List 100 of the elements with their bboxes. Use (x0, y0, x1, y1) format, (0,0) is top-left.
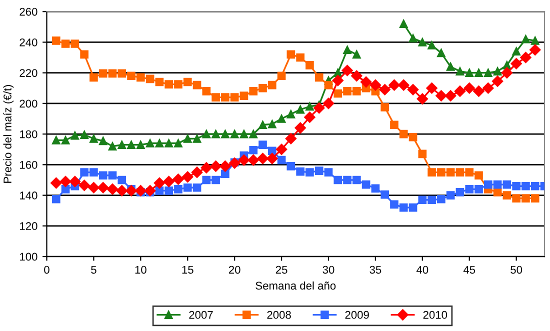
point (70, 131, 80, 140)
point (90, 134, 98, 143)
point (520, 52, 532, 64)
point (416, 93, 428, 104)
point (418, 196, 427, 204)
point (108, 69, 117, 78)
point (304, 112, 316, 123)
x-tick-label: 0 (44, 266, 50, 274)
point (399, 20, 408, 28)
point (52, 194, 60, 204)
y-tick-label: 140 (20, 192, 38, 200)
x-axis-title: Semana del año (256, 281, 336, 290)
point (352, 176, 361, 184)
point (398, 79, 410, 91)
point (98, 171, 108, 180)
point (268, 120, 276, 128)
y-tick-label: 260 (20, 8, 38, 16)
point (98, 136, 108, 146)
y-axis-title: Precio del maíz (€/t) (3, 85, 14, 183)
point (192, 134, 202, 143)
point (437, 168, 446, 176)
point (530, 194, 540, 203)
point (482, 82, 494, 94)
point (155, 78, 164, 86)
x-tick-label: 15 (182, 266, 194, 274)
point (484, 68, 492, 77)
x-tick-label: 45 (463, 266, 476, 274)
point (456, 168, 464, 176)
point (530, 44, 541, 56)
point (266, 152, 278, 164)
x-tick-label: 35 (370, 266, 382, 274)
point (456, 188, 464, 196)
point (352, 87, 361, 96)
point (418, 150, 427, 158)
point (371, 184, 380, 193)
point (230, 130, 239, 138)
point (343, 87, 352, 96)
point (362, 180, 370, 189)
y-tick-label: 180 (20, 130, 38, 138)
point (306, 168, 314, 176)
point (286, 162, 296, 170)
point (334, 89, 342, 98)
point (399, 203, 408, 212)
point (221, 170, 230, 178)
point (360, 76, 372, 88)
point (501, 67, 513, 78)
point (474, 171, 483, 180)
point (248, 154, 259, 166)
point (444, 90, 456, 102)
point (238, 154, 250, 166)
point (530, 182, 540, 190)
point (343, 176, 352, 184)
point (230, 93, 239, 102)
point (182, 171, 194, 183)
point (294, 122, 306, 134)
point (465, 185, 474, 194)
point (98, 69, 108, 78)
point (164, 80, 174, 88)
point (456, 67, 464, 76)
point (154, 177, 166, 189)
point (258, 84, 267, 92)
point (90, 73, 98, 82)
point (436, 90, 447, 102)
point (314, 73, 324, 82)
point (78, 180, 90, 191)
point (324, 80, 333, 90)
point (268, 146, 276, 156)
point (191, 166, 203, 178)
point (163, 176, 174, 188)
point (80, 168, 88, 176)
legend-label: 2009 (345, 310, 369, 319)
point (127, 140, 136, 149)
x-tick-label: 25 (276, 266, 288, 274)
point (380, 190, 390, 199)
point (343, 46, 352, 54)
point (502, 191, 512, 200)
y-tick-label: 120 (20, 222, 38, 230)
point (446, 168, 455, 176)
point (399, 130, 408, 138)
point (428, 196, 436, 204)
point (146, 139, 154, 148)
point (108, 171, 117, 180)
point (202, 130, 211, 138)
point (512, 182, 520, 190)
point (286, 110, 296, 118)
point (221, 130, 230, 138)
point (61, 185, 70, 194)
point (314, 102, 325, 114)
point (90, 168, 98, 176)
point (61, 40, 70, 48)
point (473, 86, 484, 97)
point (202, 176, 211, 184)
point (202, 87, 211, 96)
point (126, 185, 137, 196)
point (136, 140, 145, 149)
point (240, 92, 248, 100)
point (296, 105, 304, 114)
point (492, 76, 504, 87)
point (522, 182, 530, 190)
x-tick-label: 10 (135, 266, 146, 274)
